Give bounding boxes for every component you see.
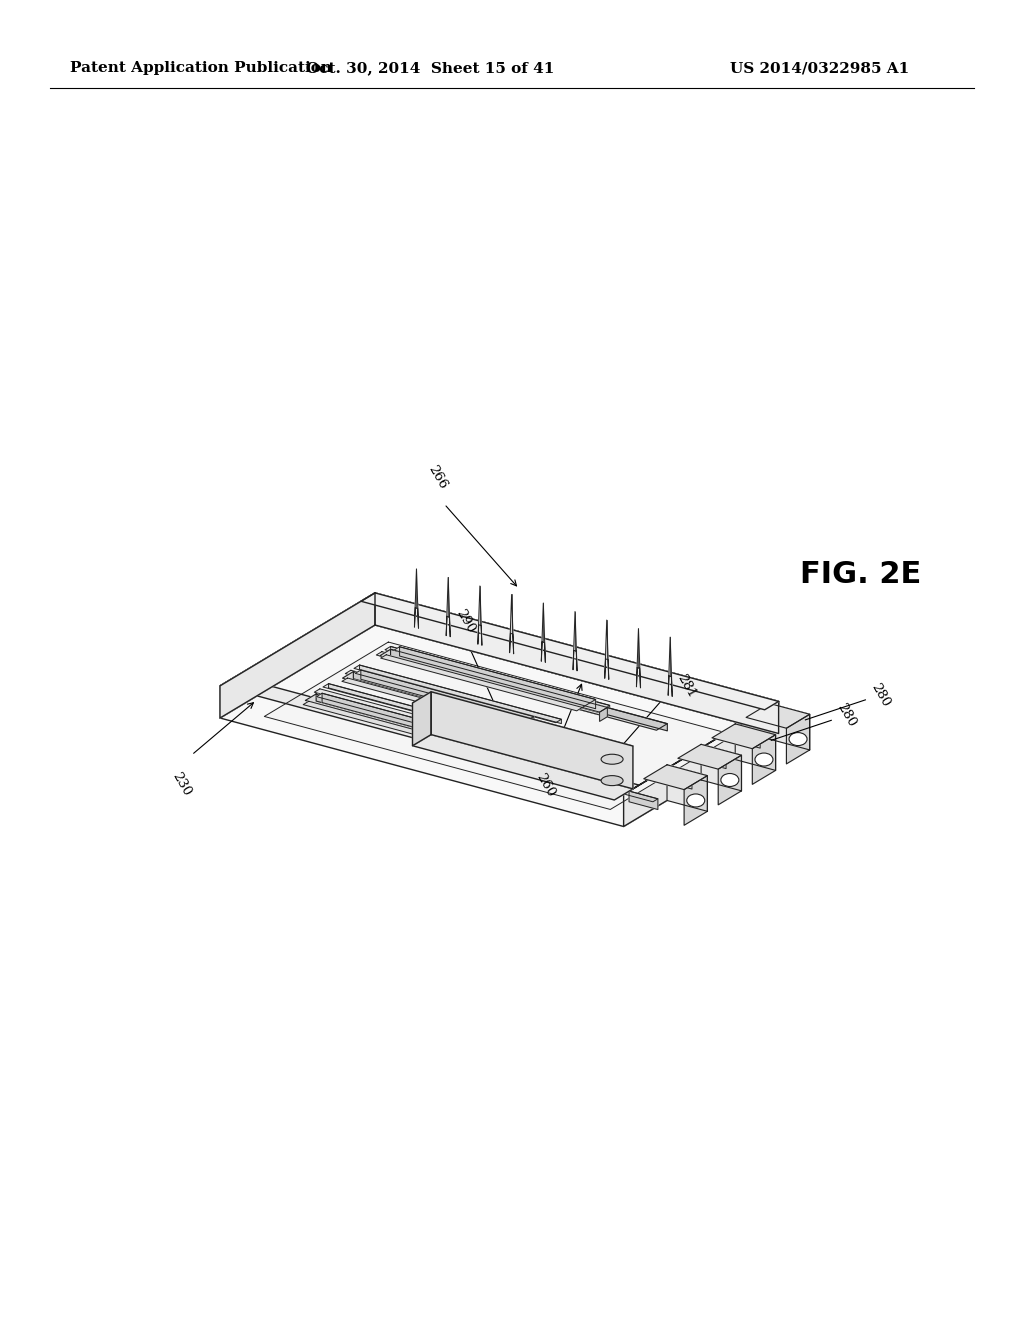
Polygon shape (478, 586, 482, 645)
Polygon shape (359, 665, 561, 723)
Text: 280: 280 (835, 701, 858, 730)
Ellipse shape (601, 776, 623, 785)
Polygon shape (669, 638, 672, 697)
Polygon shape (220, 593, 375, 686)
Polygon shape (359, 593, 778, 710)
Polygon shape (629, 791, 657, 809)
Text: FIG. 2E: FIG. 2E (800, 560, 921, 589)
Text: 290: 290 (454, 606, 477, 635)
Polygon shape (519, 656, 647, 694)
Polygon shape (375, 593, 778, 734)
Polygon shape (381, 655, 583, 710)
Text: Oct. 30, 2014  Sheet 15 of 41: Oct. 30, 2014 Sheet 15 of 41 (306, 61, 554, 75)
Polygon shape (644, 764, 708, 789)
Ellipse shape (601, 754, 623, 764)
Polygon shape (531, 656, 647, 698)
Ellipse shape (790, 733, 807, 746)
Ellipse shape (721, 774, 739, 787)
Polygon shape (361, 593, 778, 710)
Polygon shape (264, 642, 734, 809)
Polygon shape (678, 744, 741, 770)
Polygon shape (316, 694, 536, 760)
Polygon shape (600, 708, 607, 721)
Polygon shape (731, 730, 760, 748)
Polygon shape (394, 647, 596, 702)
Polygon shape (220, 593, 375, 718)
Polygon shape (415, 569, 419, 628)
Text: US 2014/0322985 A1: US 2014/0322985 A1 (730, 61, 909, 75)
Polygon shape (701, 744, 741, 791)
Polygon shape (573, 611, 578, 671)
Polygon shape (314, 689, 505, 742)
Polygon shape (542, 603, 546, 663)
Polygon shape (345, 671, 553, 727)
Polygon shape (380, 649, 668, 730)
Polygon shape (459, 737, 483, 746)
Polygon shape (658, 771, 692, 781)
Polygon shape (624, 701, 778, 795)
Polygon shape (353, 672, 601, 746)
Polygon shape (413, 692, 431, 746)
Polygon shape (323, 693, 472, 743)
Polygon shape (413, 692, 633, 758)
Polygon shape (385, 647, 609, 709)
Polygon shape (303, 701, 459, 744)
Text: 281: 281 (674, 672, 698, 701)
Text: 230: 230 (170, 770, 194, 799)
Polygon shape (753, 735, 775, 784)
Polygon shape (624, 701, 778, 826)
Polygon shape (476, 742, 483, 755)
Polygon shape (329, 684, 513, 738)
Polygon shape (376, 652, 601, 714)
Ellipse shape (755, 752, 773, 766)
Polygon shape (342, 672, 601, 744)
Polygon shape (342, 678, 520, 727)
Ellipse shape (687, 793, 705, 807)
Polygon shape (667, 764, 708, 812)
Polygon shape (786, 714, 810, 764)
Polygon shape (692, 750, 726, 760)
Polygon shape (712, 723, 775, 748)
Polygon shape (220, 677, 639, 795)
Polygon shape (323, 684, 513, 737)
Polygon shape (510, 594, 514, 653)
Polygon shape (446, 577, 451, 636)
Polygon shape (431, 692, 633, 789)
Polygon shape (316, 693, 472, 737)
Polygon shape (305, 694, 536, 759)
Polygon shape (360, 671, 534, 726)
Polygon shape (726, 730, 760, 741)
Polygon shape (538, 725, 546, 738)
Polygon shape (697, 750, 726, 768)
Polygon shape (684, 776, 708, 825)
Polygon shape (355, 671, 534, 719)
Polygon shape (413, 735, 633, 800)
Text: 260: 260 (534, 771, 557, 799)
Polygon shape (354, 665, 561, 722)
Polygon shape (583, 702, 607, 711)
Polygon shape (637, 628, 640, 688)
Polygon shape (718, 755, 741, 805)
Polygon shape (390, 647, 609, 710)
Polygon shape (220, 624, 778, 826)
Text: Patent Application Publication: Patent Application Publication (70, 61, 332, 75)
Polygon shape (746, 704, 810, 729)
Polygon shape (220, 593, 375, 718)
Polygon shape (375, 593, 778, 734)
Text: 266: 266 (425, 463, 450, 492)
Polygon shape (624, 791, 657, 801)
Polygon shape (520, 719, 546, 729)
Text: 280: 280 (868, 681, 892, 709)
Polygon shape (390, 649, 668, 731)
Polygon shape (735, 723, 775, 771)
Polygon shape (605, 620, 609, 680)
Polygon shape (399, 647, 596, 709)
Polygon shape (664, 771, 692, 789)
Polygon shape (769, 704, 810, 750)
